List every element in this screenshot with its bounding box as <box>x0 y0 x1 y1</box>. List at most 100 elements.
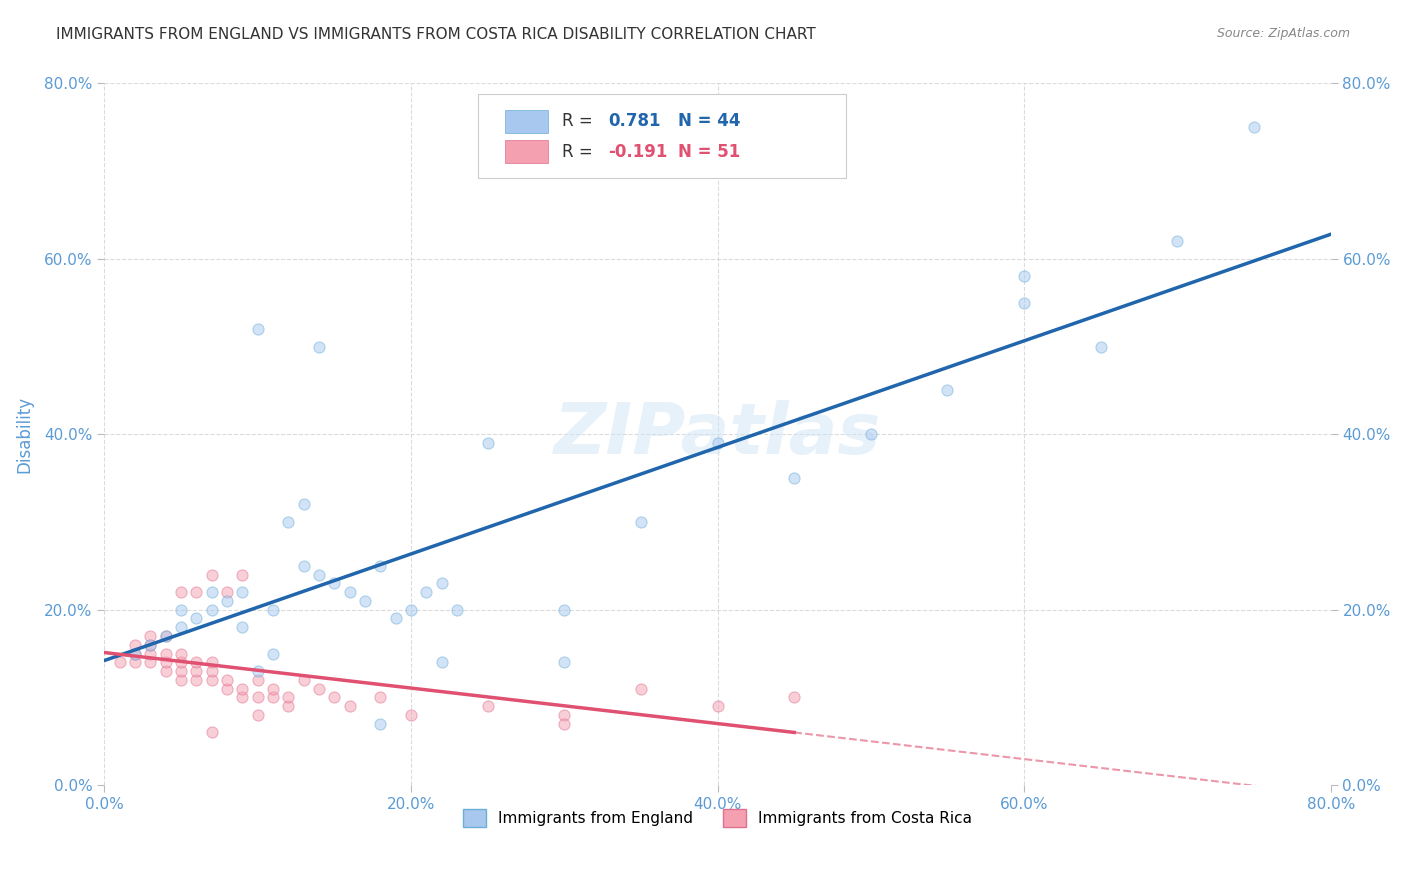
Point <box>339 585 361 599</box>
Point <box>783 471 806 485</box>
Text: -0.191: -0.191 <box>609 143 668 161</box>
Point <box>323 690 346 705</box>
Point <box>262 681 284 696</box>
Point <box>1012 295 1035 310</box>
Legend: Immigrants from England, Immigrants from Costa Rica: Immigrants from England, Immigrants from… <box>457 803 979 834</box>
Text: Source: ZipAtlas.com: Source: ZipAtlas.com <box>1216 27 1350 40</box>
Point <box>262 690 284 705</box>
Point <box>124 655 146 669</box>
Point <box>706 436 728 450</box>
Point <box>215 585 238 599</box>
Point <box>1166 235 1188 249</box>
Point <box>246 664 269 678</box>
Point <box>170 602 193 616</box>
Point <box>936 384 959 398</box>
Text: R =: R = <box>562 143 598 161</box>
Point <box>201 567 224 582</box>
Point <box>139 647 162 661</box>
Point <box>215 681 238 696</box>
Point <box>201 602 224 616</box>
Point <box>1090 340 1112 354</box>
Point <box>399 707 422 722</box>
Point <box>1243 120 1265 135</box>
Point <box>201 664 224 678</box>
Point <box>477 699 499 714</box>
Point <box>630 515 652 529</box>
Point <box>308 340 330 354</box>
Point <box>139 638 162 652</box>
Point <box>292 498 315 512</box>
Point <box>139 629 162 643</box>
Point <box>201 725 224 739</box>
Point <box>170 664 193 678</box>
Point <box>155 629 177 643</box>
Point <box>370 558 392 573</box>
Point <box>354 594 377 608</box>
Point <box>553 602 575 616</box>
Point <box>1012 269 1035 284</box>
Point <box>124 647 146 661</box>
FancyBboxPatch shape <box>505 140 548 162</box>
Point <box>553 707 575 722</box>
Point <box>370 716 392 731</box>
Text: R =: R = <box>562 112 598 130</box>
Point <box>262 602 284 616</box>
Point <box>430 576 453 591</box>
Point <box>630 681 652 696</box>
Point <box>201 655 224 669</box>
Point <box>553 655 575 669</box>
Point <box>292 558 315 573</box>
Point <box>139 655 162 669</box>
FancyBboxPatch shape <box>505 110 548 133</box>
Text: N = 51: N = 51 <box>678 143 741 161</box>
Point <box>308 567 330 582</box>
Point <box>399 602 422 616</box>
Text: 0.781: 0.781 <box>609 112 661 130</box>
Text: IMMIGRANTS FROM ENGLAND VS IMMIGRANTS FROM COSTA RICA DISABILITY CORRELATION CHA: IMMIGRANTS FROM ENGLAND VS IMMIGRANTS FR… <box>56 27 815 42</box>
Point <box>170 585 193 599</box>
Point <box>277 699 299 714</box>
Point <box>384 611 406 625</box>
Point <box>446 602 468 616</box>
Point <box>477 436 499 450</box>
Point <box>339 699 361 714</box>
Point <box>186 655 208 669</box>
Point <box>170 655 193 669</box>
Point <box>231 690 253 705</box>
Point <box>155 647 177 661</box>
Point <box>706 699 728 714</box>
Point <box>277 515 299 529</box>
Point <box>323 576 346 591</box>
Point <box>231 585 253 599</box>
Y-axis label: Disability: Disability <box>15 396 32 473</box>
Point <box>231 620 253 634</box>
Point <box>370 690 392 705</box>
Point <box>246 690 269 705</box>
Point <box>124 647 146 661</box>
Point <box>186 673 208 687</box>
Point <box>139 638 162 652</box>
Point <box>108 655 131 669</box>
Point <box>201 673 224 687</box>
Point <box>553 716 575 731</box>
Point <box>124 638 146 652</box>
Point <box>415 585 437 599</box>
Point <box>170 673 193 687</box>
Point <box>215 594 238 608</box>
Point <box>246 707 269 722</box>
Point <box>170 647 193 661</box>
Point <box>231 681 253 696</box>
Point <box>783 690 806 705</box>
Point <box>186 611 208 625</box>
Point <box>186 664 208 678</box>
Point <box>292 673 315 687</box>
Point <box>859 427 882 442</box>
Point <box>155 655 177 669</box>
Point <box>430 655 453 669</box>
Point <box>155 664 177 678</box>
Point <box>155 629 177 643</box>
FancyBboxPatch shape <box>478 94 846 178</box>
Text: N = 44: N = 44 <box>678 112 741 130</box>
Point <box>277 690 299 705</box>
Point <box>262 647 284 661</box>
